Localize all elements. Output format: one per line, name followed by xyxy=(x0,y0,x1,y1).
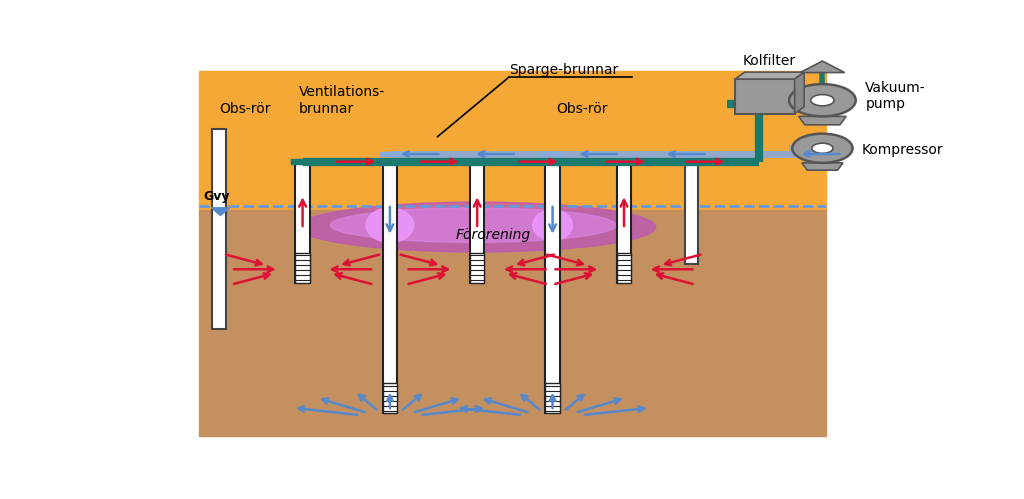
Ellipse shape xyxy=(532,210,572,241)
Ellipse shape xyxy=(331,208,616,243)
Text: Vakuum-
pump: Vakuum- pump xyxy=(865,81,926,111)
Ellipse shape xyxy=(367,208,414,243)
Polygon shape xyxy=(802,163,843,170)
Polygon shape xyxy=(800,61,845,72)
Polygon shape xyxy=(799,116,846,125)
Bar xyxy=(292,159,313,164)
Polygon shape xyxy=(735,72,804,79)
Bar xyxy=(200,210,826,437)
Bar xyxy=(735,79,795,114)
Circle shape xyxy=(790,84,856,116)
Bar xyxy=(383,383,397,413)
Circle shape xyxy=(811,95,835,106)
Polygon shape xyxy=(211,208,229,216)
Bar xyxy=(616,253,631,283)
Ellipse shape xyxy=(299,202,655,252)
Text: Gvy: Gvy xyxy=(204,190,230,203)
Text: Kompressor: Kompressor xyxy=(862,143,944,157)
Polygon shape xyxy=(795,72,804,114)
Text: Sparge-brunnar: Sparge-brunnar xyxy=(509,63,618,77)
Bar xyxy=(546,164,560,413)
Text: Obs-rör: Obs-rör xyxy=(557,102,608,116)
Bar xyxy=(613,159,635,164)
Bar xyxy=(680,153,697,156)
Bar xyxy=(470,253,484,283)
Circle shape xyxy=(812,143,833,153)
Bar xyxy=(200,71,826,210)
Bar xyxy=(470,164,484,283)
Bar xyxy=(296,253,309,283)
Bar xyxy=(616,164,631,283)
Bar xyxy=(296,164,309,283)
Text: Ventilations-
brunnar: Ventilations- brunnar xyxy=(299,85,385,116)
Bar xyxy=(546,383,560,413)
Bar xyxy=(543,153,563,156)
Bar xyxy=(212,129,226,329)
Text: Kolfilter: Kolfilter xyxy=(743,54,797,68)
Bar xyxy=(383,164,397,413)
Bar xyxy=(466,159,488,164)
Bar xyxy=(685,164,698,263)
Text: Förorening: Förorening xyxy=(456,228,530,242)
Circle shape xyxy=(793,134,853,163)
Text: Obs-rör: Obs-rör xyxy=(219,102,270,116)
Bar xyxy=(380,153,400,156)
